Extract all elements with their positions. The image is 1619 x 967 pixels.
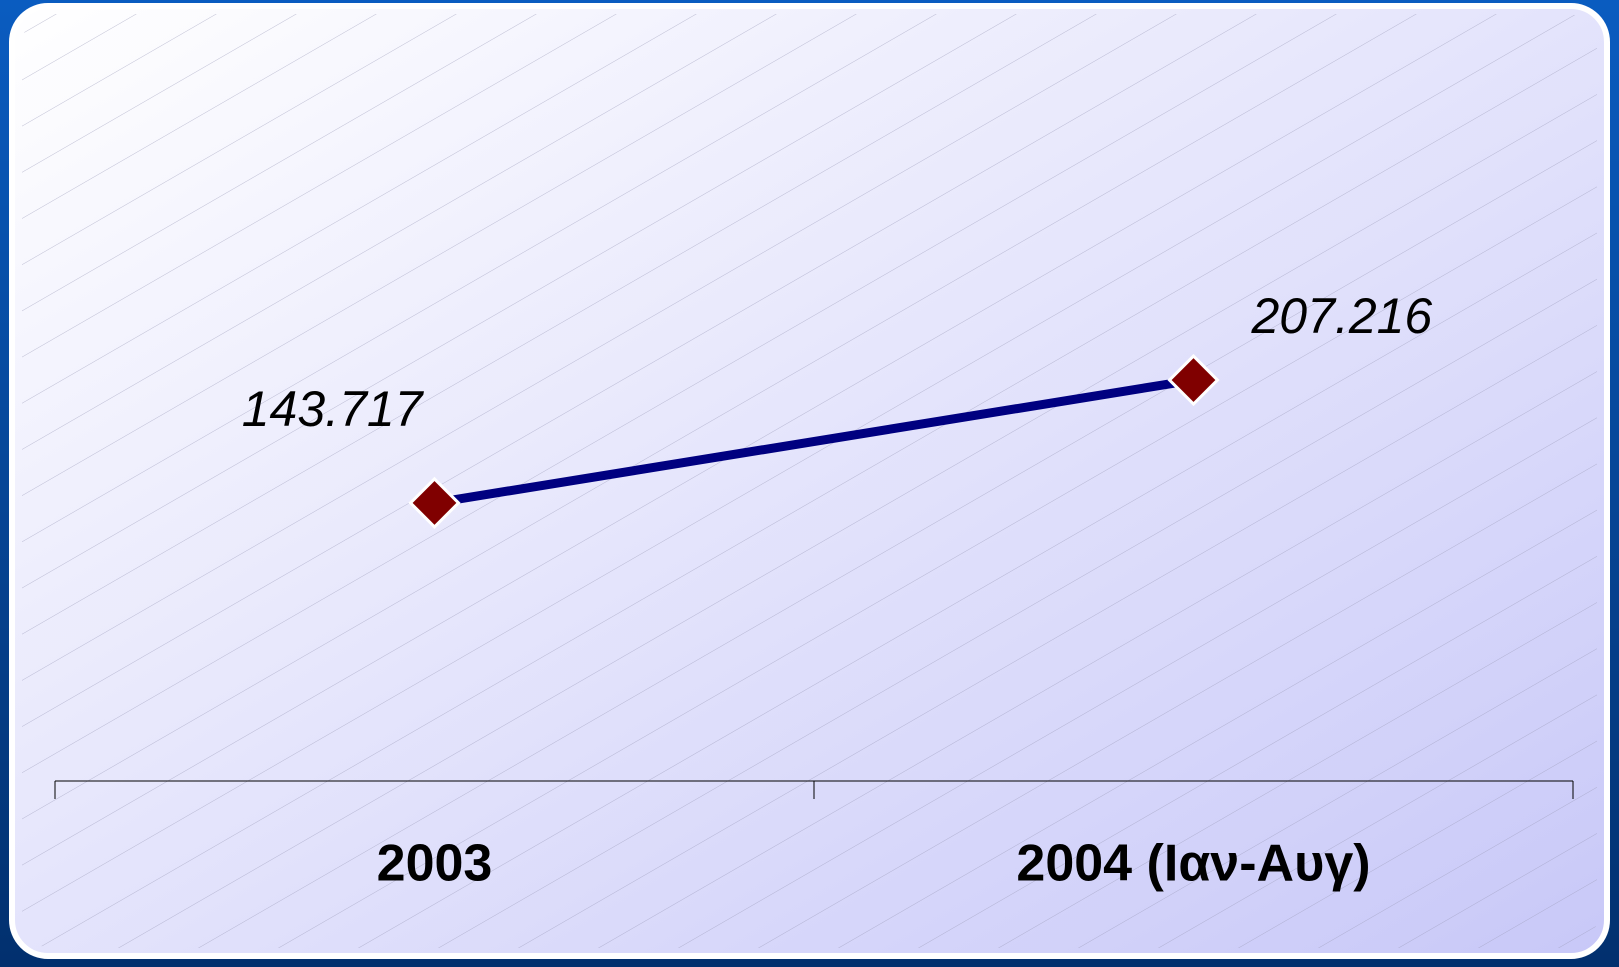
x-tick-label: 2004 (Ιαν-Αυγ) xyxy=(1016,835,1370,893)
marker xyxy=(1167,353,1220,407)
line xyxy=(430,375,1198,508)
marker xyxy=(408,476,461,530)
data-label: 143.717 xyxy=(242,381,425,437)
data-label: 207.216 xyxy=(1251,288,1433,344)
x-tick-label: 2003 xyxy=(377,835,493,893)
hatching xyxy=(22,14,1597,948)
plot: 2003 2004 (Ιαν-Αυγ) 143.717 207.216 xyxy=(54,288,1574,893)
